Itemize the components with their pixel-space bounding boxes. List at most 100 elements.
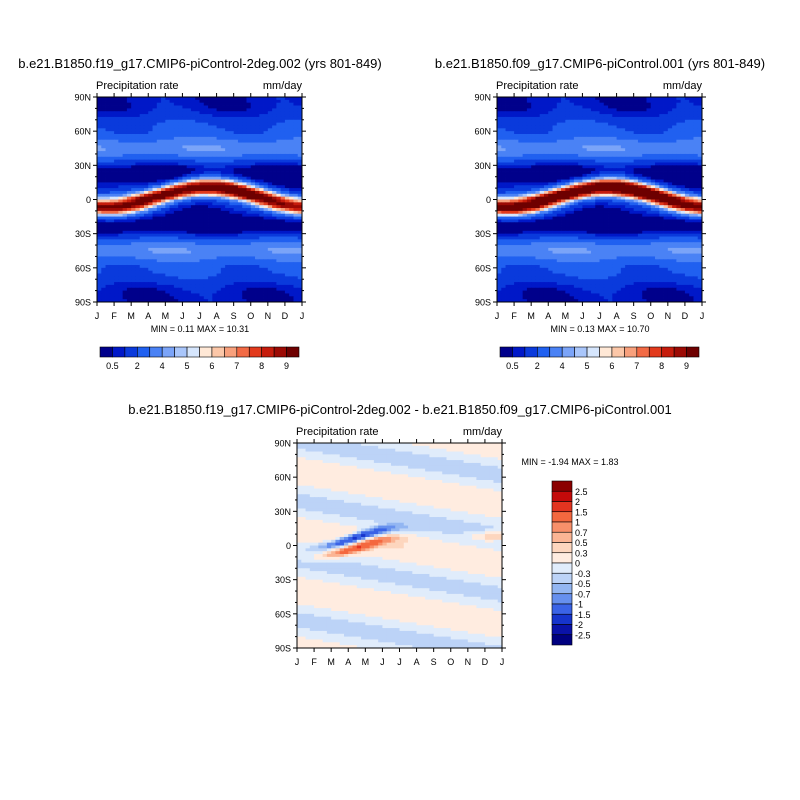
heatmap-cell: [565, 111, 570, 115]
heatmap-cell: [208, 222, 213, 226]
heatmap-cell: [689, 114, 694, 118]
heatmap-cell: [620, 156, 626, 161]
heatmap-cell: [169, 222, 175, 226]
heatmap-cell: [561, 125, 566, 129]
heatmap-cell: [233, 267, 239, 272]
heatmap-cell: [590, 162, 596, 166]
heatmap-cell: [212, 145, 217, 149]
heatmap-cell: [625, 99, 630, 104]
heatmap-cell: [293, 145, 299, 149]
heatmap-cell: [190, 153, 196, 158]
heatmap-cell: [156, 196, 162, 200]
heatmap-cell: [165, 153, 170, 158]
heatmap-cell: [199, 216, 205, 220]
heatmap-cell: [514, 173, 519, 178]
heatmap-cell: [148, 262, 153, 266]
heatmap-cell: [212, 179, 217, 183]
heatmap-cell: [505, 148, 511, 152]
heatmap-cell: [186, 279, 192, 283]
heatmap-cell: [289, 97, 294, 101]
heatmap-cell: [165, 134, 170, 138]
heatmap-cell: [642, 99, 647, 104]
heatmap-cell: [676, 102, 682, 106]
heatmap-cell: [590, 97, 596, 101]
heatmap-cell: [220, 287, 226, 292]
heatmap-cell: [595, 148, 600, 152]
heatmap-cell: [186, 122, 192, 126]
heatmap-cell: [122, 173, 128, 178]
heatmap-cell: [284, 125, 290, 129]
heatmap-cell: [522, 116, 528, 121]
heatmap-cell: [595, 114, 600, 118]
heatmap-cell: [650, 122, 656, 126]
heatmap-cell: [152, 290, 158, 294]
heatmap-cell: [284, 119, 290, 124]
heatmap-cell: [642, 153, 647, 158]
heatmap-cell: [293, 227, 299, 232]
heatmap-cell: [272, 145, 277, 149]
heatmap-cell: [131, 145, 136, 149]
heatmap-cell: [276, 282, 282, 286]
heatmap-cell: [148, 259, 153, 263]
heatmap-cell: [97, 256, 102, 260]
heatmap-cell: [186, 202, 192, 206]
heatmap-cell: [131, 111, 136, 115]
heatmap-cell: [139, 245, 145, 249]
heatmap-cell: [186, 230, 192, 235]
heatmap-cell: [105, 267, 111, 272]
heatmap-cell: [161, 102, 166, 106]
heatmap-cell: [284, 208, 290, 212]
heatmap-cell: [131, 279, 136, 283]
heatmap-cell: [212, 242, 217, 246]
heatmap-cell: [263, 262, 269, 266]
heatmap-cell: [105, 279, 111, 283]
heatmap-cell: [109, 173, 115, 178]
heatmap-cell: [637, 142, 643, 146]
heatmap-cell: [101, 185, 106, 189]
heatmap-cell: [118, 162, 124, 166]
heatmap-cell: [680, 162, 686, 166]
heatmap-cell: [539, 153, 545, 158]
heatmap-cell: [522, 173, 528, 178]
heatmap-cell: [233, 196, 239, 200]
heatmap-cell: [126, 153, 132, 158]
heatmap-cell: [289, 205, 294, 209]
heatmap-cell: [531, 125, 536, 129]
heatmap-cell: [689, 173, 694, 178]
heatmap-cell: [672, 97, 677, 101]
heatmap-cell: [267, 219, 273, 223]
heatmap-cell: [518, 114, 524, 118]
heatmap-cell: [148, 222, 153, 226]
heatmap-cell: [203, 284, 209, 289]
heatmap-cell: [293, 111, 299, 115]
heatmap-cell: [114, 193, 119, 198]
heatmap-cell: [569, 108, 575, 112]
heatmap-cell: [659, 148, 664, 152]
heatmap-cell: [242, 267, 247, 272]
heatmap-cell: [289, 134, 294, 138]
heatmap-cell: [689, 125, 694, 129]
heatmap-cell: [284, 145, 290, 149]
heatmap-cell: [97, 142, 102, 146]
heatmap-cell: [229, 245, 235, 249]
heatmap-cell: [582, 159, 588, 163]
heatmap-cell: [297, 171, 303, 175]
heatmap-cell: [225, 247, 230, 252]
heatmap-cell: [186, 196, 192, 200]
heatmap-cell: [105, 247, 111, 252]
heatmap-cell: [242, 222, 247, 226]
heatmap-cell: [131, 293, 136, 297]
heatmap-cell: [263, 99, 269, 104]
heatmap-cell: [101, 202, 106, 206]
heatmap-cell: [280, 188, 286, 192]
heatmap-cell: [122, 239, 128, 243]
heatmap-cell: [663, 162, 669, 166]
heatmap-cell: [263, 264, 269, 269]
heatmap-cell: [637, 173, 643, 178]
heatmap-cell: [514, 131, 519, 135]
heatmap-cell: [208, 293, 213, 297]
heatmap-cell: [122, 259, 128, 263]
heatmap-cell: [212, 173, 217, 178]
heatmap-cell: [637, 119, 643, 124]
heatmap-cell: [526, 114, 532, 118]
